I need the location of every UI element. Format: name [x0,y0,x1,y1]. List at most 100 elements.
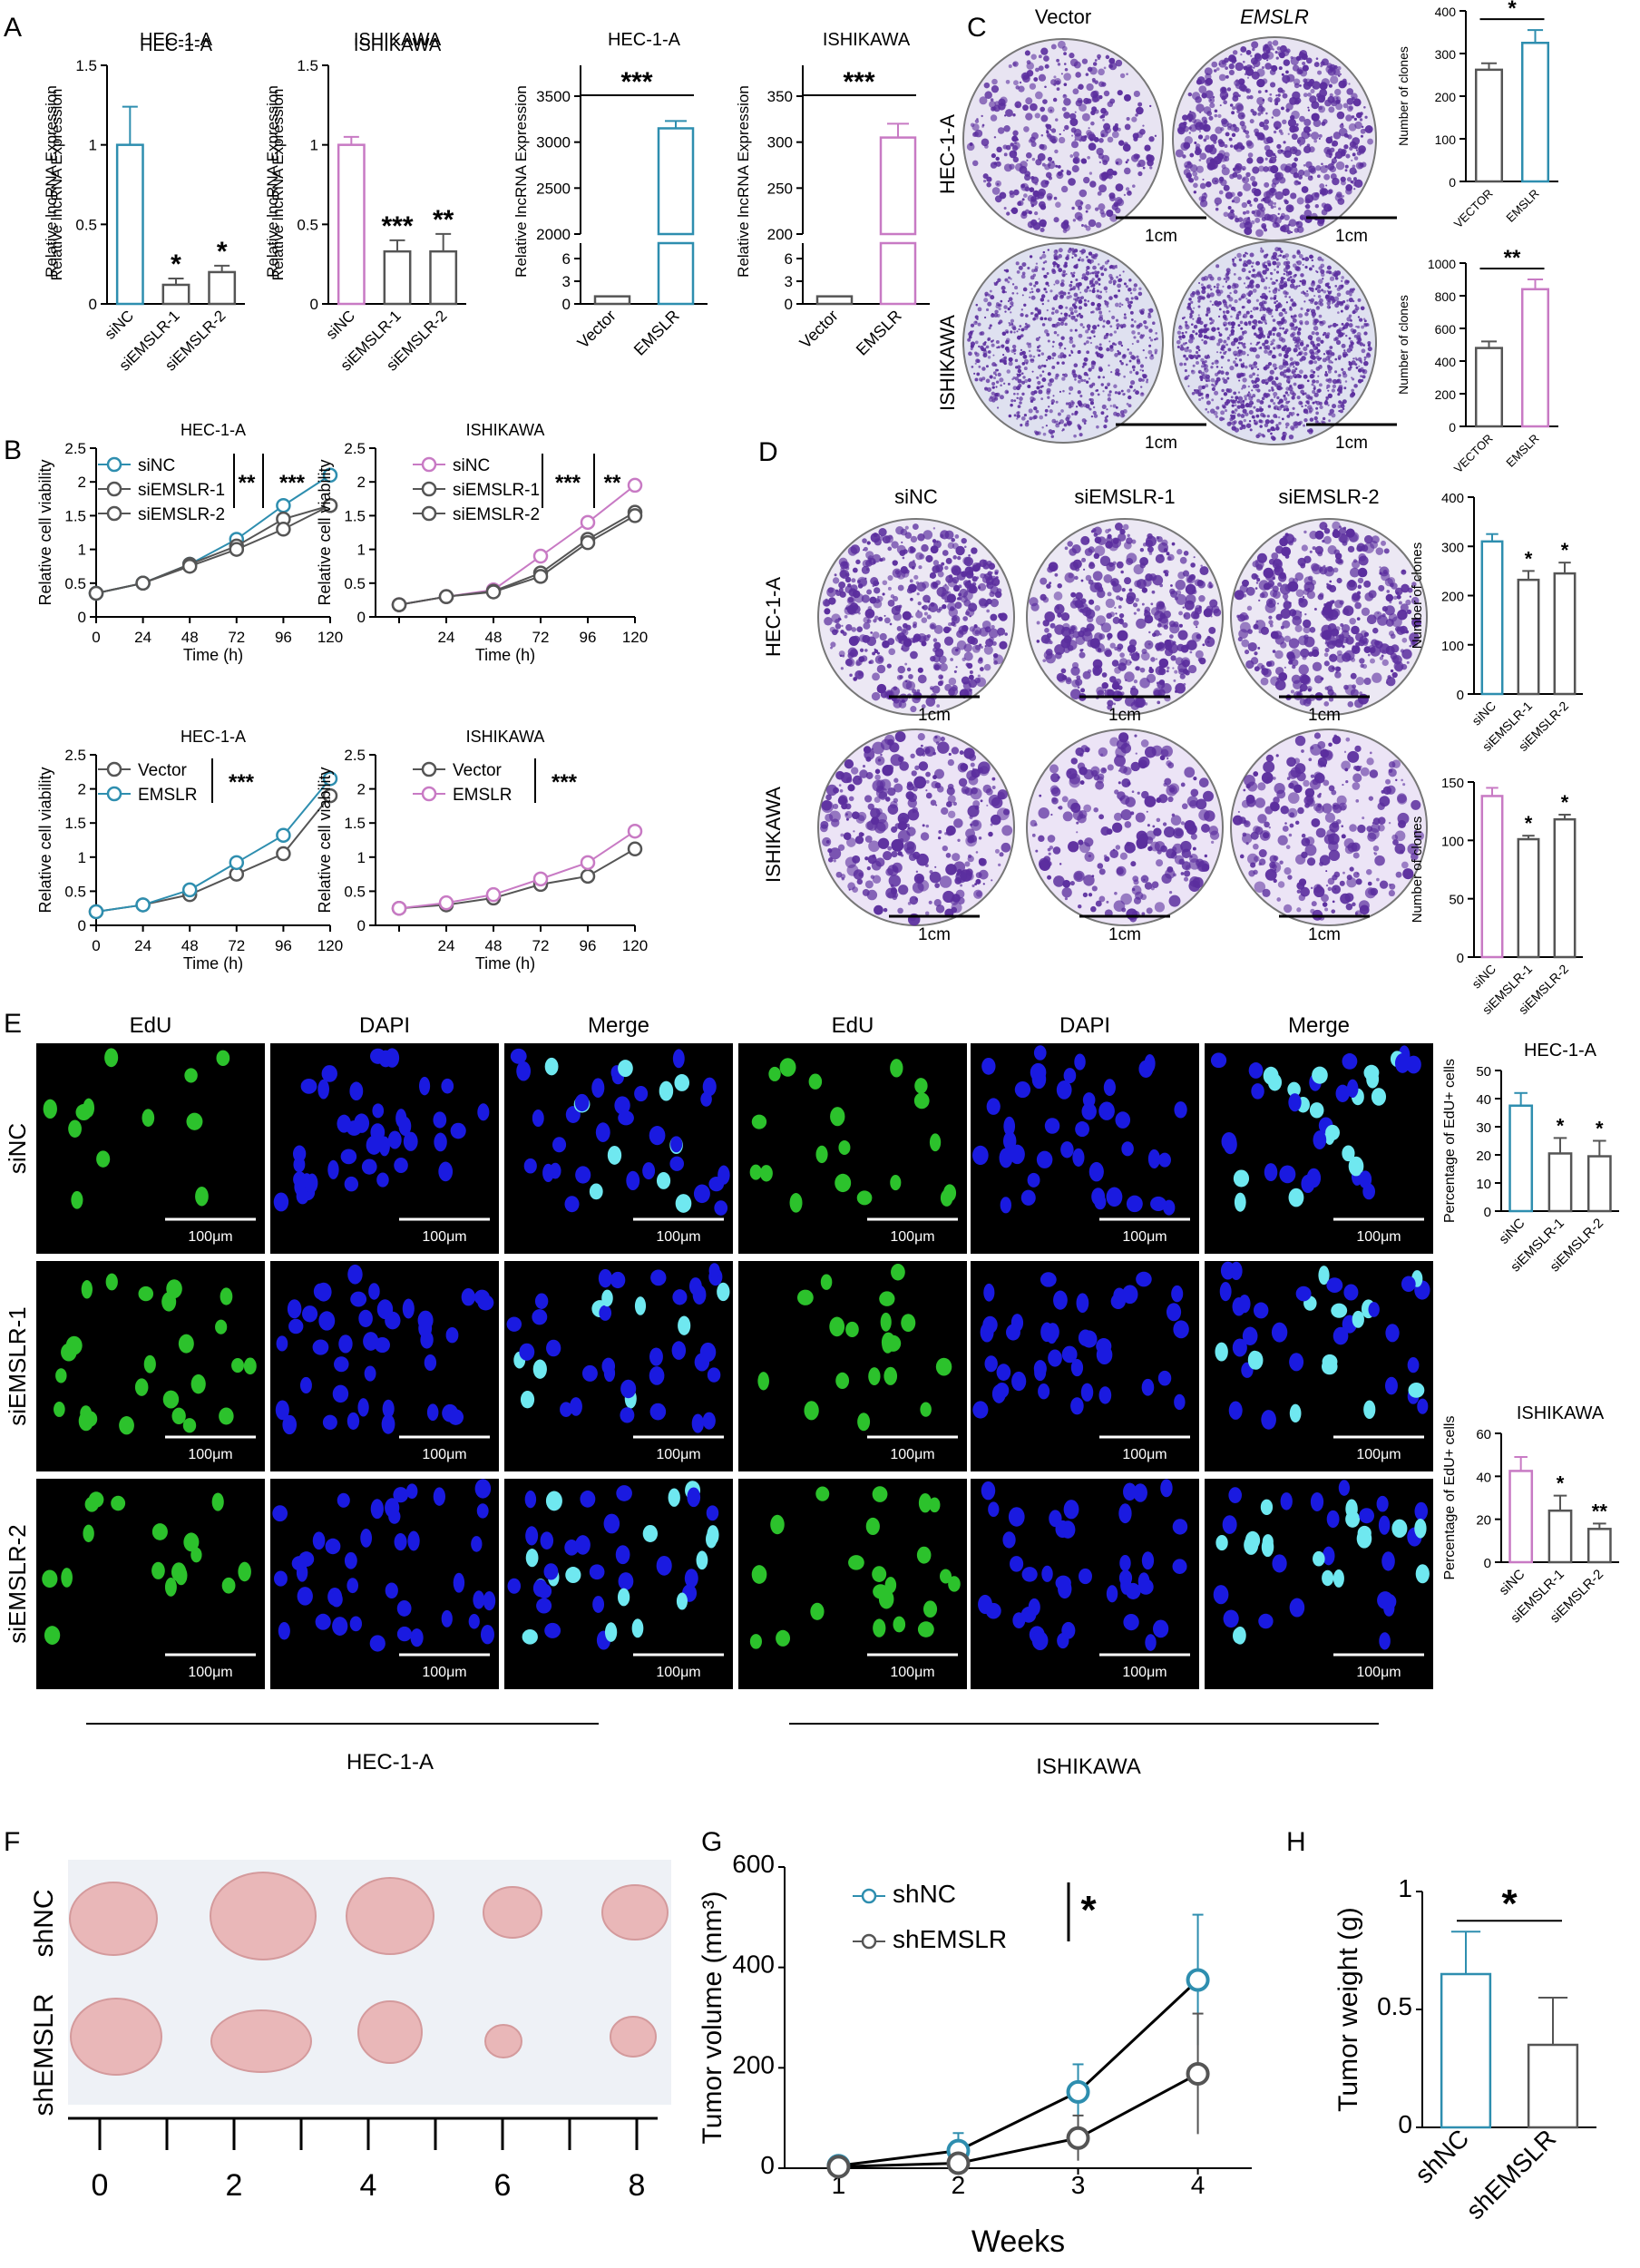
significance-label: *** [843,67,874,97]
panel-label: A [4,13,22,43]
significance-label: * [1080,1888,1097,1932]
scale-label: 100μm [422,1229,466,1245]
y-tick-label: 2.5 [344,747,366,764]
scale-label: 1cm [1108,706,1141,725]
y-tick-label: 600 [1435,322,1457,337]
y-tick-label: 300 [1435,47,1457,62]
series-line [398,514,636,606]
data-point [391,597,407,612]
y-tick-label: 40 [1476,1092,1491,1108]
scale-label: 100μm [188,1229,232,1245]
tumor [210,1872,317,1960]
scale-label: 100μm [1122,1447,1167,1462]
row-label: HEC-1-A [762,577,785,657]
tumor [484,2024,522,2058]
data-point [322,467,338,484]
ruler-label: 2 [226,2168,243,2203]
legend-label: EMSLR [138,786,197,805]
y-tick-label: 150 [1441,776,1464,791]
data-point [580,514,596,531]
legend-label: siEMSLR-2 [453,505,540,524]
category-label: EMSLR [853,307,905,359]
chart-title: HEC-1-A [140,35,213,55]
dapi-nuclei [972,1045,1187,1216]
colony-pattern [1030,732,1220,923]
column-label: siEMSLR-2 [1278,485,1379,508]
tumor [69,1882,158,1956]
scale-label: 100μm [1356,1665,1401,1680]
y-axis-label: Relative cell viability [36,767,54,913]
bar [1586,1528,1612,1564]
legend-label: shEMSLR [893,1925,1007,1953]
column-label: siNC [894,485,938,508]
data-point [580,868,596,885]
row-label: ISHIKAWA [936,315,959,411]
merge-nuclei [507,1481,719,1650]
y-tick-label: 2.5 [64,440,86,457]
y-tick-label: 0 [785,296,793,313]
bar [115,143,144,306]
colony-pattern [1029,523,1222,710]
y-tick-label: 0 [78,917,86,934]
x-tick-label: 4 [1191,2171,1206,2199]
y-axis-label: Relative lncRNA Expression [48,89,65,281]
culture-dish [817,728,1015,926]
bar [1474,347,1504,428]
significance-label: ** [239,471,256,495]
data-point [322,771,338,787]
significance-label: *** [555,471,581,495]
legend-marker [421,505,437,522]
category-label: Vector [574,307,620,352]
bar [657,127,695,236]
column-label: Vector [1035,5,1091,28]
panel-label: F [4,1827,20,1857]
merge-nuclei [1215,1261,1430,1430]
bar [429,249,458,306]
y-tick-label: 1 [357,542,366,559]
x-axis-label: Time (h) [183,646,243,664]
y-tick-label: 1 [1398,1874,1412,1902]
y-tick-label: 2 [357,781,366,798]
data-point [181,558,198,574]
chart-title: HEC-1-A [1524,1041,1597,1061]
x-tick-label: 72 [228,629,245,646]
scale-label: 1cm [1108,925,1141,944]
tumor [601,1884,669,1941]
y-tick-label: 50 [1476,1064,1491,1080]
y-axis-label: Relative lncRNA Expression [735,85,752,278]
data-point [88,904,104,920]
colony-pattern [1234,521,1422,709]
x-tick-label: 72 [532,937,550,954]
category-label: siNC [1469,962,1498,992]
bar [1586,1155,1612,1213]
legend-label: siNC [453,456,490,475]
legend-marker [106,481,122,497]
x-tick-label: 96 [275,629,292,646]
y-tick-label: 1 [89,137,97,154]
scale-label: 100μm [1122,1665,1167,1680]
dapi-nuclei [978,1479,1188,1651]
y-tick-label: 0 [357,609,366,626]
y-tick-label: 0.5 [1377,1992,1412,2020]
y-tick-label: 100 [1441,639,1464,654]
y-axis-label: Number of clones [1410,816,1425,924]
scale-label: 1cm [918,925,951,944]
y-tick-label: 0 [1484,1556,1491,1571]
legend-label: siNC [138,456,175,475]
edu-nuclei [749,1058,957,1213]
panel-label: H [1286,1827,1306,1857]
y-tick-label: 0.5 [75,216,97,233]
data-point [580,855,596,871]
x-tick-label: 120 [622,629,648,646]
y-axis-label: Relative cell viability [316,459,334,605]
column-label: siEMSLR-1 [1074,485,1175,508]
legend-marker [106,786,122,802]
significance-label: *** [552,770,578,795]
bar [1508,1470,1534,1564]
data-point [276,522,291,537]
bar [593,295,631,306]
dapi-nuclei [275,1264,494,1435]
bar [1520,288,1550,428]
x-tick-label: 2 [952,2171,966,2199]
chart-title: ISHIKAWA [354,30,442,50]
